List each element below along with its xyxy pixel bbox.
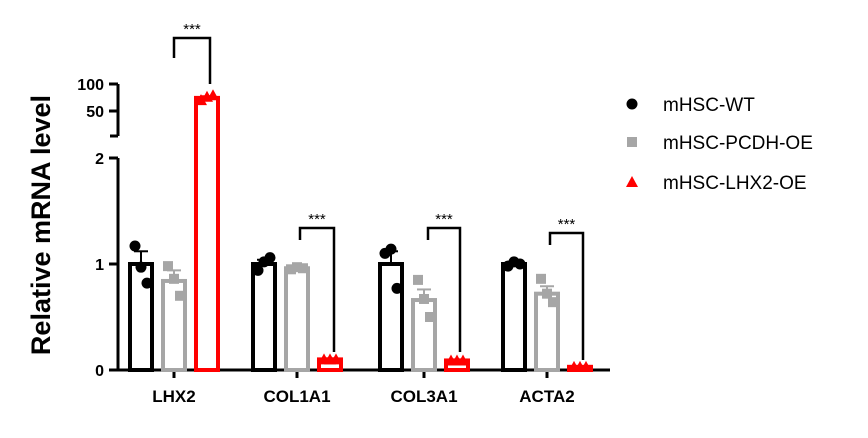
data-point <box>286 264 296 275</box>
data-point <box>195 94 207 106</box>
significance-brackets: *** *** *** *** <box>172 21 585 360</box>
bars <box>128 95 593 373</box>
data-point <box>175 290 185 301</box>
data-point <box>514 258 526 270</box>
y-tick-label: 100 <box>77 77 104 94</box>
bar <box>194 95 220 373</box>
data-point <box>135 261 147 273</box>
y-tick-label: 2 <box>95 151 104 168</box>
data-point <box>207 89 219 101</box>
data-point <box>163 261 173 272</box>
legend: mHSC-WT mHSC-PCDH-OE mHSC-LHX2-OE <box>626 95 813 194</box>
x-tick-label: LHX2 <box>152 387 195 406</box>
data-point <box>580 360 592 372</box>
legend-label: mHSC-PCDH-OE <box>663 133 813 154</box>
y-tick-label: 1 <box>95 257 104 274</box>
x-tick-label: COL3A1 <box>390 387 457 406</box>
x-tick-label: ACTA2 <box>519 387 574 406</box>
data-point <box>536 273 546 284</box>
data-point <box>298 263 308 274</box>
data-point <box>330 353 342 365</box>
legend-label: mHSC-WT <box>663 95 755 116</box>
legend-label: mHSC-LHX2-OE <box>663 173 807 194</box>
data-point <box>542 288 552 299</box>
significance-bracket <box>172 36 212 84</box>
data-point <box>419 293 429 304</box>
y-axis-label: Relative mRNA level <box>26 95 56 355</box>
significance-label: *** <box>308 211 326 228</box>
bar <box>251 262 277 372</box>
bar <box>411 298 437 373</box>
data-point <box>292 262 302 273</box>
axes: 0 1 2 50 100 LHX2 COL1A1 COL3A1 ACTA2 <box>77 77 610 406</box>
legend-marker-circle <box>626 98 638 110</box>
significance-label: *** <box>183 21 201 38</box>
bar <box>501 262 527 372</box>
y-tick-label: 0 <box>95 363 104 380</box>
data-point <box>385 243 397 255</box>
bar <box>378 262 404 372</box>
data-points <box>129 89 592 372</box>
y-tick-label: 50 <box>86 104 104 121</box>
bar <box>284 266 310 372</box>
significance-bracket <box>426 226 462 352</box>
significance-label: *** <box>558 216 576 233</box>
significance-bracket <box>548 231 585 360</box>
legend-marker-square <box>627 137 637 147</box>
data-point <box>457 354 469 366</box>
data-point <box>141 277 153 289</box>
significance-label: *** <box>435 211 453 228</box>
data-point <box>264 252 276 264</box>
data-point <box>425 312 435 322</box>
data-point <box>129 240 141 252</box>
data-point <box>548 297 558 308</box>
data-point <box>169 273 179 284</box>
data-point <box>413 274 423 285</box>
x-tick-label: COL1A1 <box>263 387 330 406</box>
legend-marker-triangle <box>626 176 638 187</box>
data-point <box>252 264 264 276</box>
data-point <box>391 282 403 294</box>
significance-bracket <box>298 226 336 352</box>
